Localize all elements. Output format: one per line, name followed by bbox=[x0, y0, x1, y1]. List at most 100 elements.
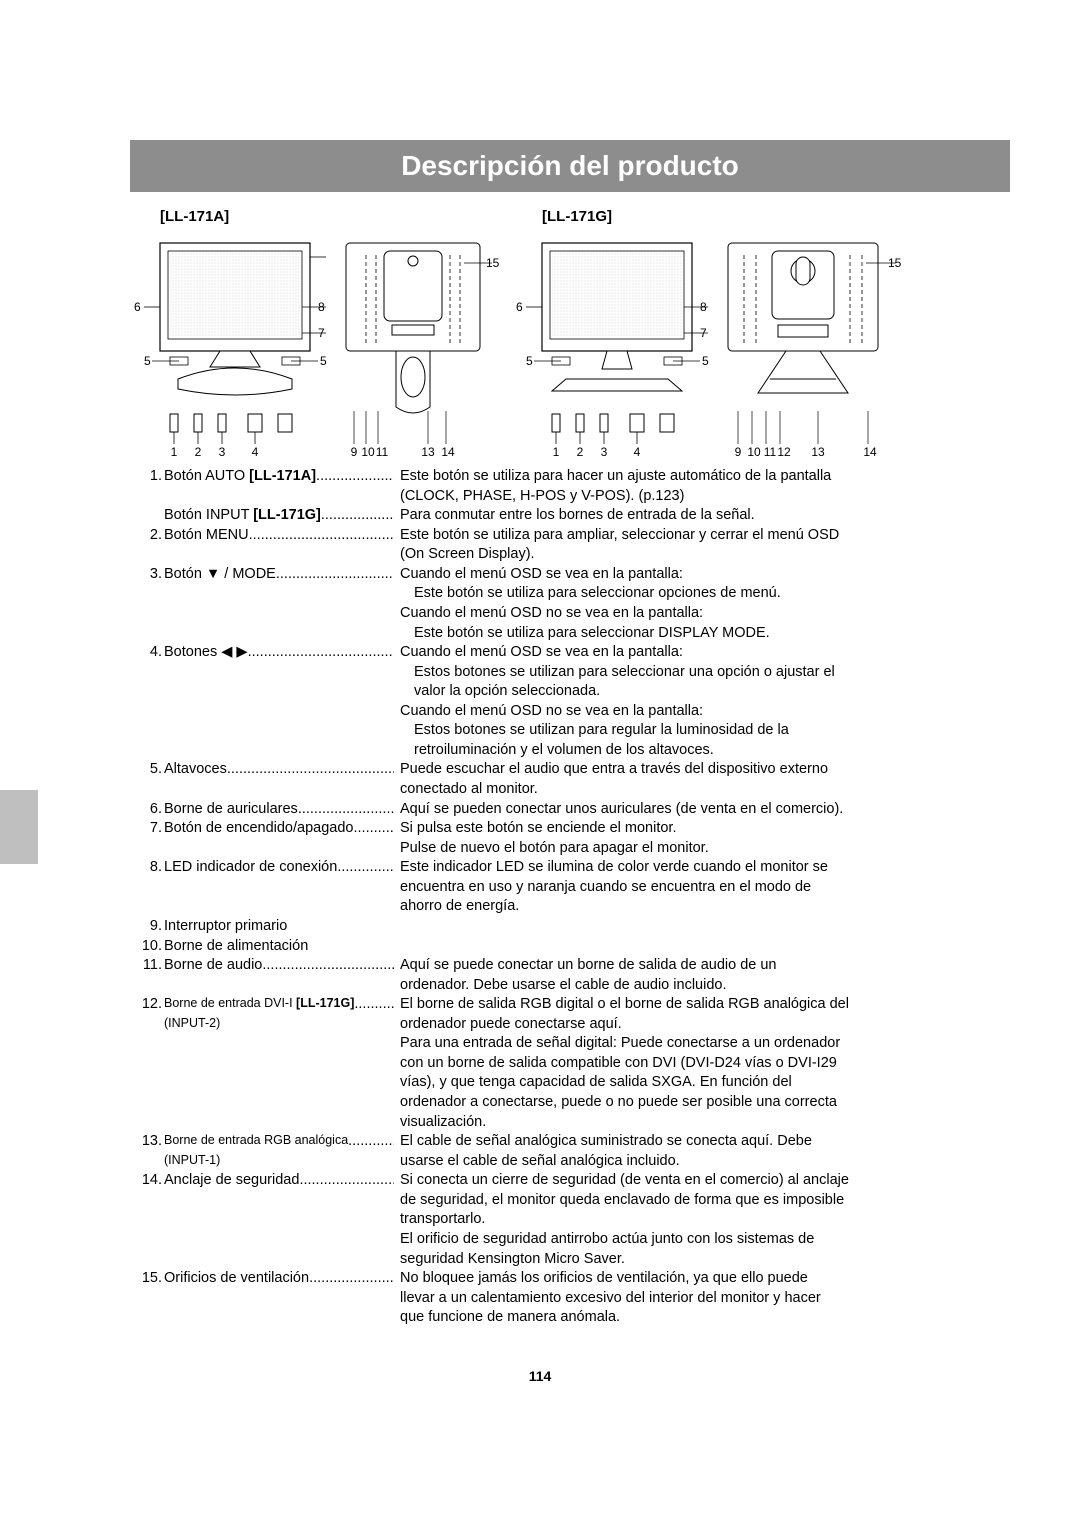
entry-label: Botón ▼ / MODE bbox=[164, 565, 276, 585]
leader-dots: ........................................… bbox=[276, 565, 394, 585]
svg-text:11: 11 bbox=[376, 445, 389, 459]
entry-label: Botones ◀ ▶ bbox=[164, 643, 248, 663]
entry-description: El borne de salida RGB digital o el born… bbox=[394, 995, 1010, 1132]
entry-description: El cable de señal analógica suministrado… bbox=[394, 1132, 1010, 1171]
entry-number: 14. bbox=[140, 1171, 164, 1191]
svg-text:4: 4 bbox=[252, 445, 259, 459]
entry-label: Borne de audio bbox=[164, 956, 262, 976]
entry-row: 8.LED indicador de conexión ............… bbox=[140, 858, 1010, 917]
diagrams-row: [LL-171A] bbox=[130, 208, 1010, 459]
side-tab bbox=[0, 790, 38, 864]
leader-dots: ........................................… bbox=[299, 1171, 394, 1191]
entry-label: Botón INPUT [LL-171G] bbox=[164, 506, 321, 526]
leader-dots: ........................................… bbox=[309, 1269, 394, 1289]
svg-text:3: 3 bbox=[601, 445, 608, 459]
leader-dots: ........................................… bbox=[298, 800, 394, 820]
entry-number: 2. bbox=[140, 526, 164, 546]
entry-row: 10.Borne de alimentación bbox=[140, 937, 1010, 957]
entry-number: 15. bbox=[140, 1269, 164, 1289]
svg-text:3: 3 bbox=[219, 445, 226, 459]
leader-dots: ........................................… bbox=[353, 819, 394, 839]
entry-sublabel: (INPUT-2) bbox=[164, 1015, 394, 1032]
svg-text:15: 15 bbox=[888, 256, 902, 270]
svg-text:12: 12 bbox=[777, 445, 791, 459]
svg-text:13: 13 bbox=[421, 445, 435, 459]
entry-label: Borne de entrada DVI-I [LL-171G] bbox=[164, 995, 354, 1015]
entry-label: Altavoces bbox=[164, 760, 227, 780]
entry-row: 6.Borne de auriculares .................… bbox=[140, 800, 1010, 820]
entry-label: Anclaje de seguridad bbox=[164, 1171, 299, 1191]
leader-dots: ........................................… bbox=[348, 1132, 394, 1152]
svg-text:6: 6 bbox=[516, 300, 523, 314]
entry-number: 7. bbox=[140, 819, 164, 839]
entry-number: 9. bbox=[140, 917, 164, 937]
entry-number: 11. bbox=[140, 956, 164, 976]
entry-label: Orificios de ventilación bbox=[164, 1269, 309, 1289]
model-g-label: [LL-171G] bbox=[542, 208, 712, 225]
entry-description: Si pulsa este botón se enciende el monit… bbox=[394, 819, 1010, 858]
entry-number: 3. bbox=[140, 565, 164, 585]
entry-description: Aquí se pueden conectar unos auriculares… bbox=[394, 800, 1010, 820]
svg-text:1: 1 bbox=[553, 445, 560, 459]
entry-number: 8. bbox=[140, 858, 164, 878]
page-title: Descripción del producto bbox=[130, 140, 1010, 192]
entry-description: Este botón se utiliza para hacer un ajus… bbox=[394, 467, 1010, 506]
entry-description: Cuando el menú OSD se vea en la pantalla… bbox=[394, 643, 1010, 760]
diagram-ll171a-back: . 15 bbox=[336, 208, 506, 459]
entry-label: Borne de entrada RGB analógica bbox=[164, 1132, 348, 1152]
svg-text:5: 5 bbox=[320, 354, 327, 368]
leader-dots: ........................................… bbox=[337, 858, 394, 878]
entry-description: No bloquee jamás los orificios de ventil… bbox=[394, 1269, 1010, 1328]
leader-dots: ........................................… bbox=[227, 760, 394, 780]
entry-label: Botón MENU bbox=[164, 526, 249, 546]
entry-row: 1.Botón AUTO [LL-171A] .................… bbox=[140, 467, 1010, 506]
entry-number: 6. bbox=[140, 800, 164, 820]
svg-text:5: 5 bbox=[702, 354, 709, 368]
svg-text:8: 8 bbox=[318, 300, 325, 314]
entry-row: 15.Orificios de ventilación ............… bbox=[140, 1269, 1010, 1328]
entry-row: 4.Botones ◀ ▶ ..........................… bbox=[140, 643, 1010, 760]
diagram-ll171g-front: [LL-171G] bbox=[512, 208, 712, 459]
entry-description: Cuando el menú OSD se vea en la pantalla… bbox=[394, 565, 1010, 643]
svg-text:7: 7 bbox=[318, 326, 325, 340]
entry-description: Para conmutar entre los bornes de entrad… bbox=[394, 506, 1010, 526]
entry-sublabel: (INPUT-1) bbox=[164, 1152, 394, 1169]
leader-dots: ........................................… bbox=[316, 467, 394, 487]
svg-text:7: 7 bbox=[700, 326, 707, 340]
svg-text:14: 14 bbox=[863, 445, 877, 459]
page-number: 114 bbox=[70, 1368, 1010, 1384]
svg-text:5: 5 bbox=[526, 354, 533, 368]
svg-text:9: 9 bbox=[735, 445, 742, 459]
svg-text:14: 14 bbox=[441, 445, 455, 459]
entry-row: 7.Botón de encendido/apagado ...........… bbox=[140, 819, 1010, 858]
svg-text:10: 10 bbox=[747, 445, 761, 459]
svg-text:10: 10 bbox=[361, 445, 375, 459]
svg-text:2: 2 bbox=[577, 445, 584, 459]
svg-text:2: 2 bbox=[195, 445, 202, 459]
entry-row: 3.Botón ▼ / MODE .......................… bbox=[140, 565, 1010, 643]
entry-label: Botón de encendido/apagado bbox=[164, 819, 353, 839]
svg-text:6: 6 bbox=[134, 300, 141, 314]
leader-dots: ........................................… bbox=[248, 643, 394, 663]
entry-description: Este botón se utiliza para ampliar, sele… bbox=[394, 526, 1010, 565]
svg-text:9: 9 bbox=[351, 445, 358, 459]
svg-text:5: 5 bbox=[144, 354, 151, 368]
leader-dots: ........................................… bbox=[354, 995, 394, 1015]
entry-row: Botón INPUT [LL-171G] ..................… bbox=[140, 506, 1010, 526]
diagram-ll171g-back: . 15 bbox=[718, 208, 908, 459]
entry-number: 10. bbox=[140, 937, 164, 957]
svg-text:15: 15 bbox=[486, 256, 500, 270]
svg-text:4: 4 bbox=[634, 445, 641, 459]
entry-label: Interruptor primario bbox=[164, 917, 287, 937]
entry-row: 12.Borne de entrada DVI-I [LL-171G] ....… bbox=[140, 995, 1010, 1132]
description-list: 1.Botón AUTO [LL-171A] .................… bbox=[140, 467, 1010, 1328]
entry-description: Este indicador LED se ilumina de color v… bbox=[394, 858, 1010, 917]
entry-label: LED indicador de conexión bbox=[164, 858, 337, 878]
entry-number: 1. bbox=[140, 467, 164, 487]
entry-row: 14.Anclaje de seguridad ................… bbox=[140, 1171, 1010, 1269]
entry-row: 13.Borne de entrada RGB analógica ......… bbox=[140, 1132, 1010, 1171]
svg-text:13: 13 bbox=[811, 445, 825, 459]
entry-row: 9.Interruptor primario bbox=[140, 917, 1010, 937]
entry-description: Si conecta un cierre de seguridad (de ve… bbox=[394, 1171, 1010, 1269]
entry-description: Aquí se puede conectar un borne de salid… bbox=[394, 956, 1010, 995]
